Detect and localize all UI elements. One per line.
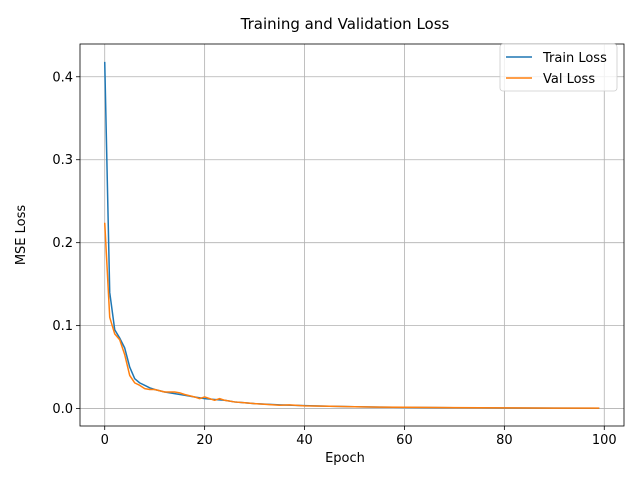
series-line-val-loss [103, 222, 600, 409]
x-axis-label: Epoch [325, 451, 365, 466]
legend-label-train-loss: Train Loss [542, 51, 607, 66]
y-axis-label: MSE Loss [14, 205, 29, 266]
plot-frame [79, 43, 625, 427]
y-tick-label: 0.2 [52, 236, 73, 251]
legend-box [499, 43, 618, 92]
y-tick-label: 0.3 [52, 153, 73, 168]
y-tick-label: 0.4 [52, 70, 73, 85]
x-tick-label: 20 [196, 433, 213, 448]
grid-lines [80, 44, 624, 426]
axis-ticks: 0 20 40 60 80 100 0.0 0.1 0.2 0.3 0.4 [52, 70, 616, 448]
chart-title: Training and Validation Loss [240, 15, 450, 33]
x-tick-label: 60 [396, 433, 413, 448]
legend: Train Loss Val Loss [499, 43, 618, 92]
y-tick-label: 0.1 [52, 319, 73, 334]
series-line-train-loss [103, 61, 600, 409]
x-tick-label: 0 [101, 433, 109, 448]
legend-label-val-loss: Val Loss [543, 72, 595, 87]
y-tick-label: 0.0 [52, 402, 73, 417]
x-tick-label: 100 [592, 433, 617, 448]
x-tick-label: 40 [296, 433, 313, 448]
x-tick-label: 80 [496, 433, 513, 448]
series-lines [103, 61, 600, 409]
